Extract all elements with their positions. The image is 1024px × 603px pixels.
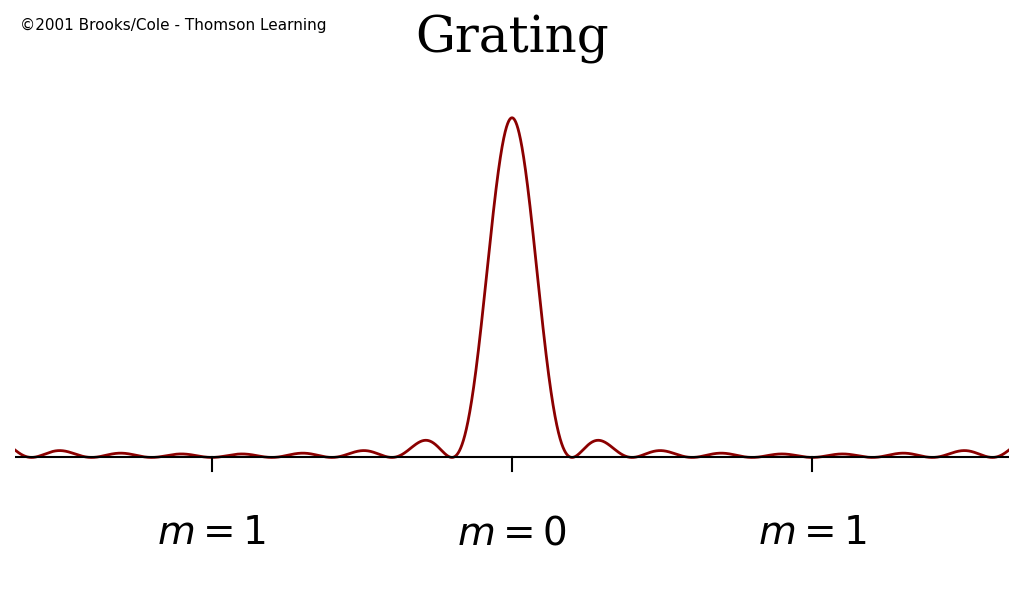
- Title: Grating: Grating: [415, 15, 609, 65]
- Text: $m = 1$: $m = 1$: [158, 515, 266, 552]
- Text: $m = 0$: $m = 0$: [457, 515, 567, 552]
- Text: ©2001 Brooks/Cole - Thomson Learning: ©2001 Brooks/Cole - Thomson Learning: [20, 18, 327, 33]
- Text: $m = 1$: $m = 1$: [758, 515, 866, 552]
